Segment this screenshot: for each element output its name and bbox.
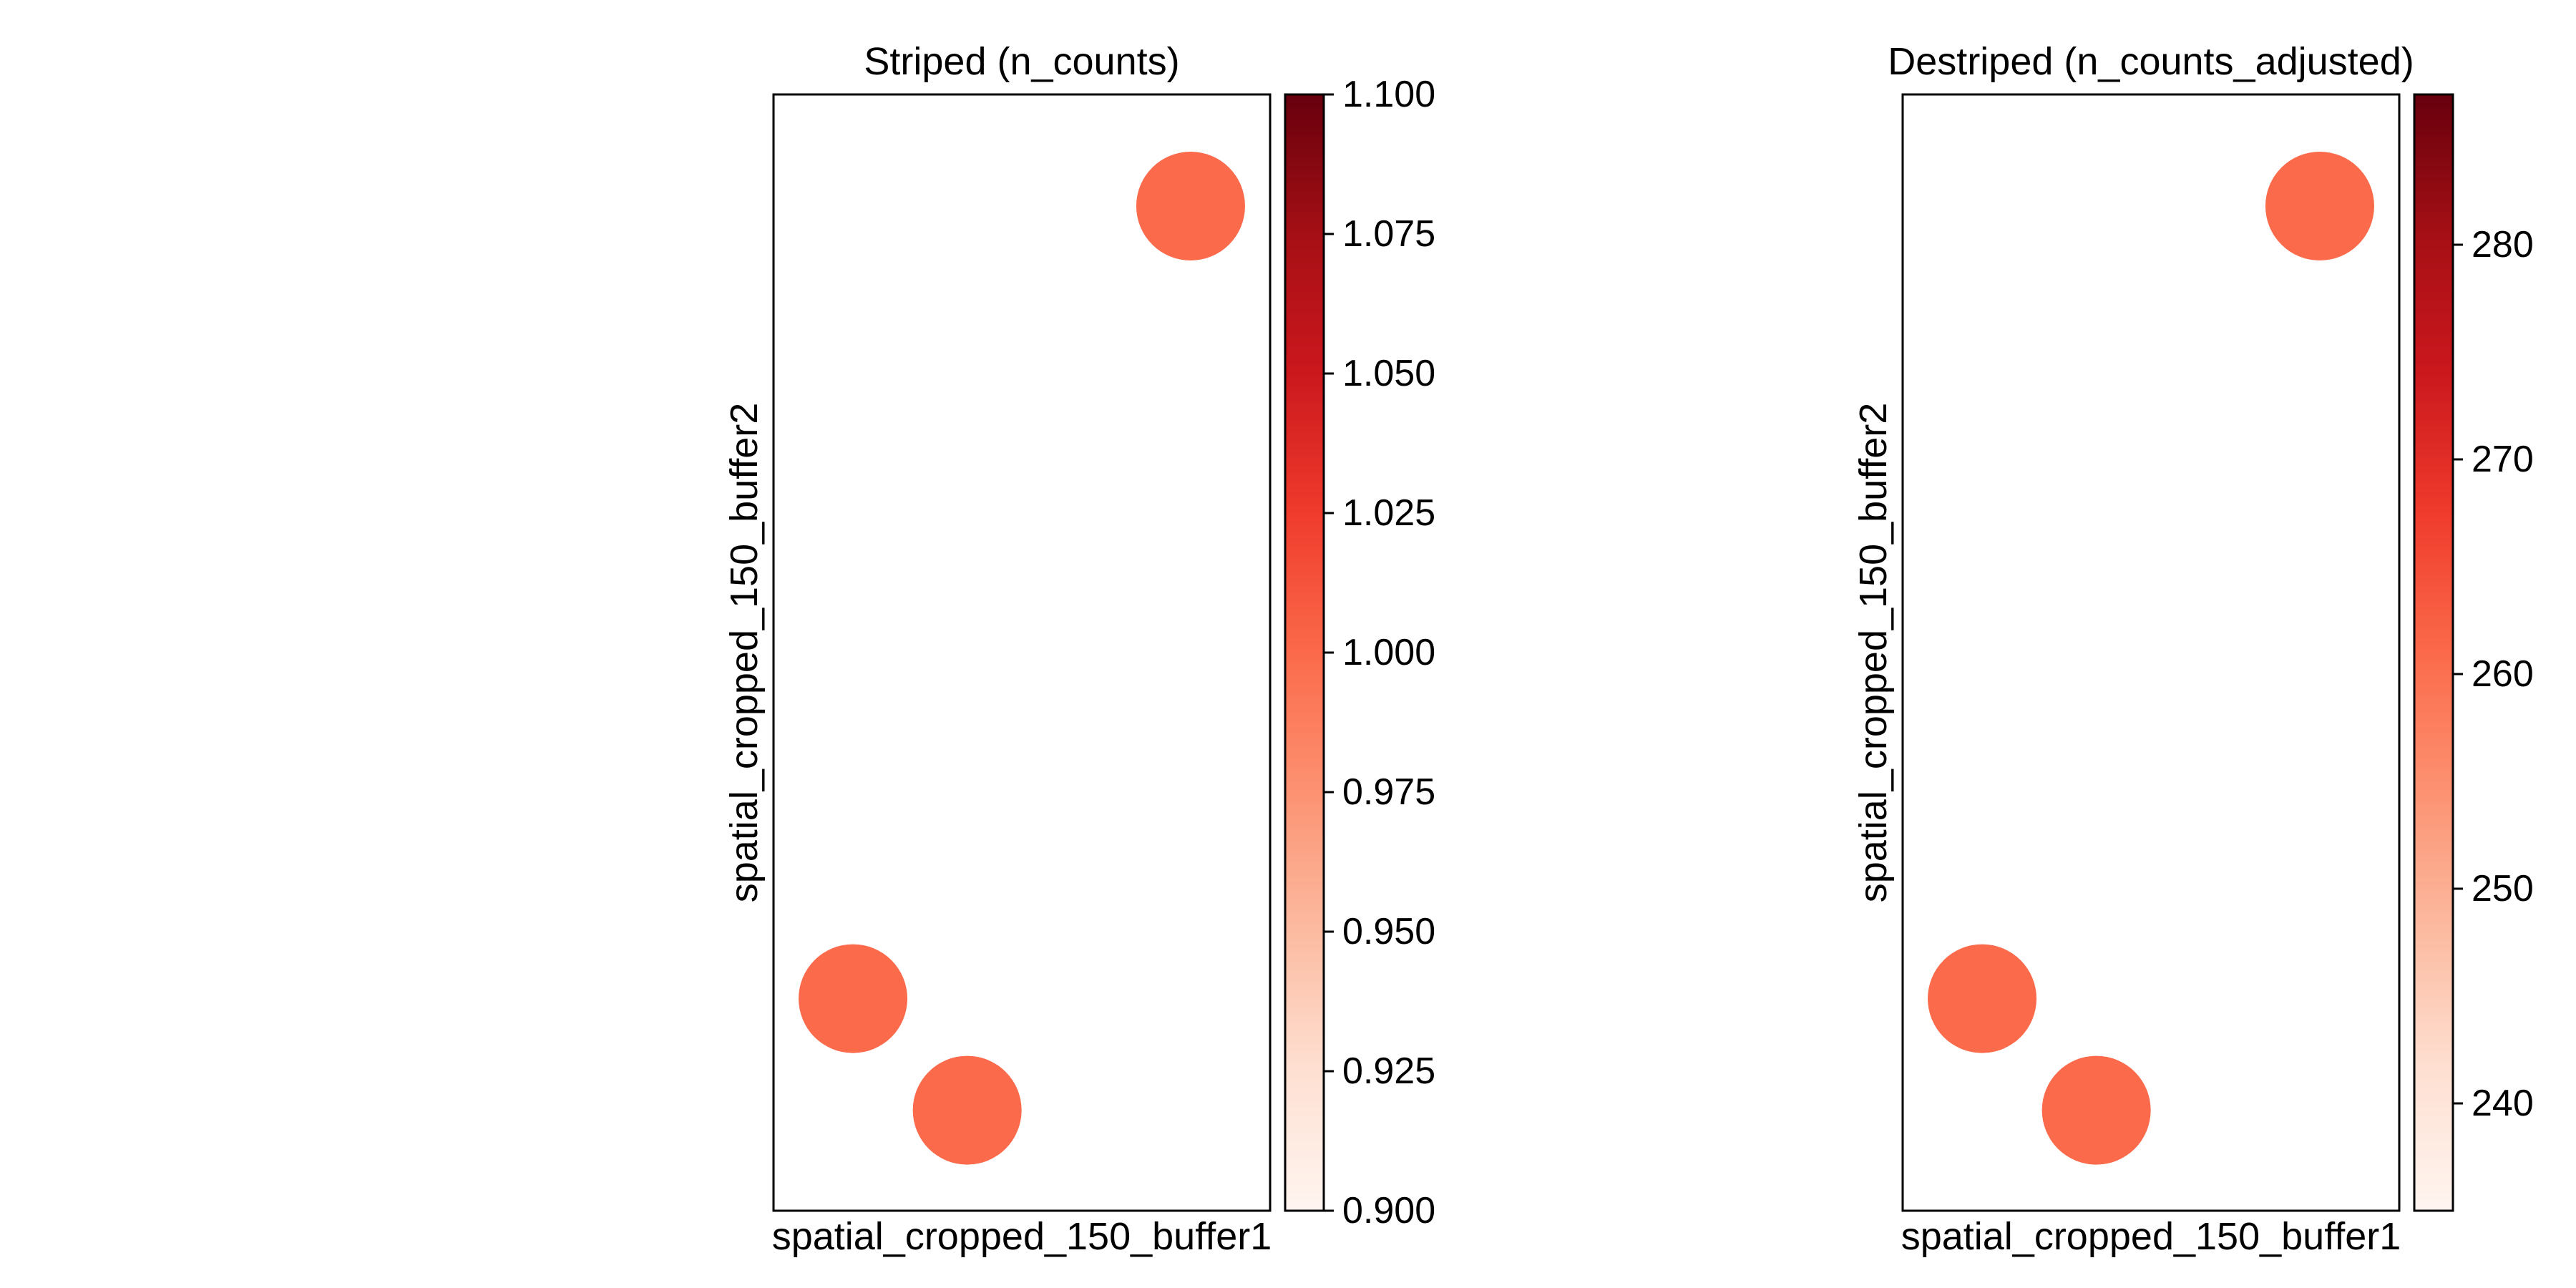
colorbar-tick-label: 1.000 [1342,632,1435,673]
colorbar-ticks: 240 250 260 270 280 [2453,224,2534,1124]
panel-title: Striped (n_counts) [864,40,1179,83]
colorbar-tick-label: 280 [2472,224,2534,265]
scatter-point-1 [2265,152,2374,260]
panel-destriped: Destriped (n_counts_adjusted) spatial_cr… [1852,40,2534,1258]
scatter-point-2 [799,944,908,1053]
colorbar-tick-label: 0.950 [1342,911,1435,952]
colorbar: 240 250 260 270 280 [2413,93,2534,1212]
colorbar-tick-label: 1.050 [1342,353,1435,394]
colorbar-tick-label: 250 [2472,868,2534,909]
plot-frame [1901,93,2401,1212]
colorbar-tick-label: 0.975 [1342,771,1435,813]
scatter-point-2 [1928,944,2037,1053]
plot-frame [772,93,1272,1212]
x-axis-label: spatial_cropped_150_buffer1 [772,1215,1272,1258]
colorbar-tick-label: 1.075 [1342,213,1435,255]
colorbar-fill [2413,93,2454,1212]
panel-title: Destriped (n_counts_adjusted) [1888,40,2414,83]
y-axis-label: spatial_cropped_150_buffer2 [1852,403,1895,903]
colorbar: 0.900 0.925 0.950 0.975 1.000 1.025 1.050 1.075… [1284,74,1435,1231]
colorbar-tick-label: 0.925 [1342,1050,1435,1092]
colorbar-tick-label: 0.900 [1342,1190,1435,1231]
colorbar-tick-label: 240 [2472,1083,2534,1124]
points-layer [799,152,1245,1165]
scatter-point-3 [2041,1055,2151,1165]
y-axis-label: spatial_cropped_150_buffer2 [723,403,766,903]
colorbar-tick-label: 1.100 [1342,74,1435,115]
scatter-point-1 [1136,152,1245,260]
points-layer [1928,152,2374,1165]
colorbar-tick-label: 260 [2472,653,2534,695]
colorbar-fill [1284,93,1325,1212]
scatter-point-3 [912,1055,1022,1165]
colorbar-ticks: 0.900 0.925 0.950 0.975 1.000 1.025 1.050 1.075… [1324,74,1435,1231]
colorbar-tick-label: 1.025 [1342,492,1435,534]
x-axis-label: spatial_cropped_150_buffer1 [1901,1215,2401,1258]
colorbar-tick-label: 270 [2472,439,2534,480]
panel-striped: Striped (n_counts) spatial_cropped_150_b… [723,40,1435,1258]
